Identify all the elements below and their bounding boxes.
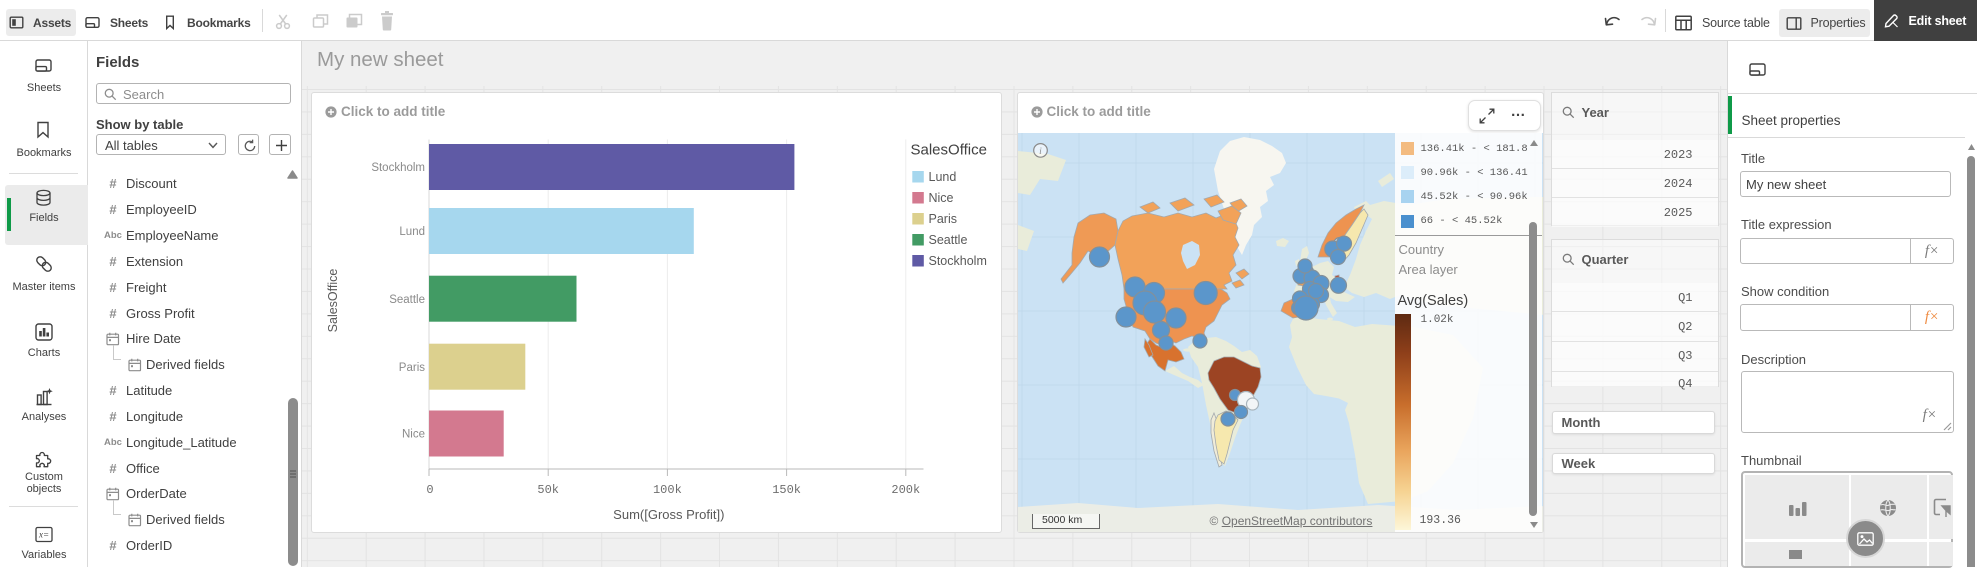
svg-text:SalesOffice: SalesOffice xyxy=(911,141,987,158)
svg-text:Paris: Paris xyxy=(399,362,425,374)
svg-text:50k: 50k xyxy=(537,483,559,497)
svg-text:Seattle: Seattle xyxy=(389,294,425,306)
svg-text:Seattle: Seattle xyxy=(929,233,968,247)
svg-text:Lund: Lund xyxy=(399,226,425,238)
svg-text:SalesOffice: SalesOffice xyxy=(326,268,340,332)
svg-text:Nice: Nice xyxy=(402,428,425,440)
svg-text:200k: 200k xyxy=(891,483,920,497)
svg-text:x=: x= xyxy=(38,530,49,540)
svg-text:Sum([Gross Profit]): Sum([Gross Profit]) xyxy=(613,507,724,522)
svg-text:100k: 100k xyxy=(653,483,682,497)
svg-text:Stockholm: Stockholm xyxy=(929,254,987,268)
svg-text:0: 0 xyxy=(426,483,433,497)
svg-text:Paris: Paris xyxy=(929,212,957,226)
svg-text:Nice: Nice xyxy=(929,191,954,205)
svg-text:i: i xyxy=(1039,147,1042,157)
svg-text:Lund: Lund xyxy=(929,170,957,184)
svg-text:150k: 150k xyxy=(772,483,801,497)
svg-text:Stockholm: Stockholm xyxy=(371,162,425,174)
